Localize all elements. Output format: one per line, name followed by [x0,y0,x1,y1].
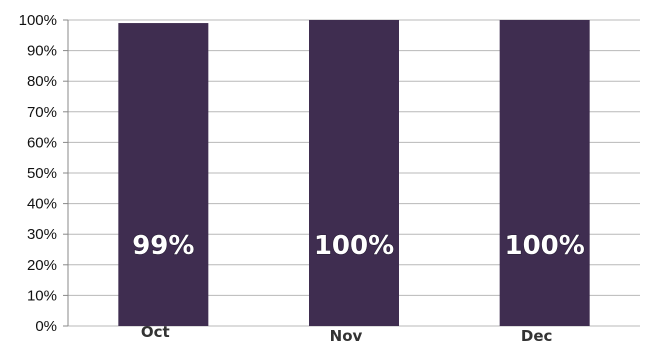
y-tick-label: 30% [27,226,57,243]
y-tick-label: 100% [19,12,57,29]
y-tick-label: 50% [27,165,57,182]
data-label-dec: 100% [505,231,585,261]
bars [118,20,590,327]
y-tick-label: 80% [27,73,57,90]
y-tick-label: 10% [27,287,57,304]
labels: 99% Oct 100% Nov 100% Dec [132,230,586,345]
y-tick-label: 20% [27,257,57,274]
x-category-label: Nov [330,327,363,345]
bar-dec [499,20,590,326]
y-tick-label: 40% [27,196,57,213]
y-tick-label: 60% [27,134,57,151]
data-label-oct: 99% [132,231,194,261]
y-tick-label: 90% [27,43,57,60]
x-category-label: Oct [141,323,170,341]
data-label-nov: 100% [314,231,394,261]
bar-oct [118,23,209,327]
bar-nov [309,20,399,326]
y-tick-label: 70% [27,104,57,121]
x-category-label: Dec [521,327,553,345]
y-axis: 0% 10% 20% 30% 40% 50% 60% 70% 80% 90% 100% [19,12,69,335]
y-tick-label: 0% [35,318,57,335]
